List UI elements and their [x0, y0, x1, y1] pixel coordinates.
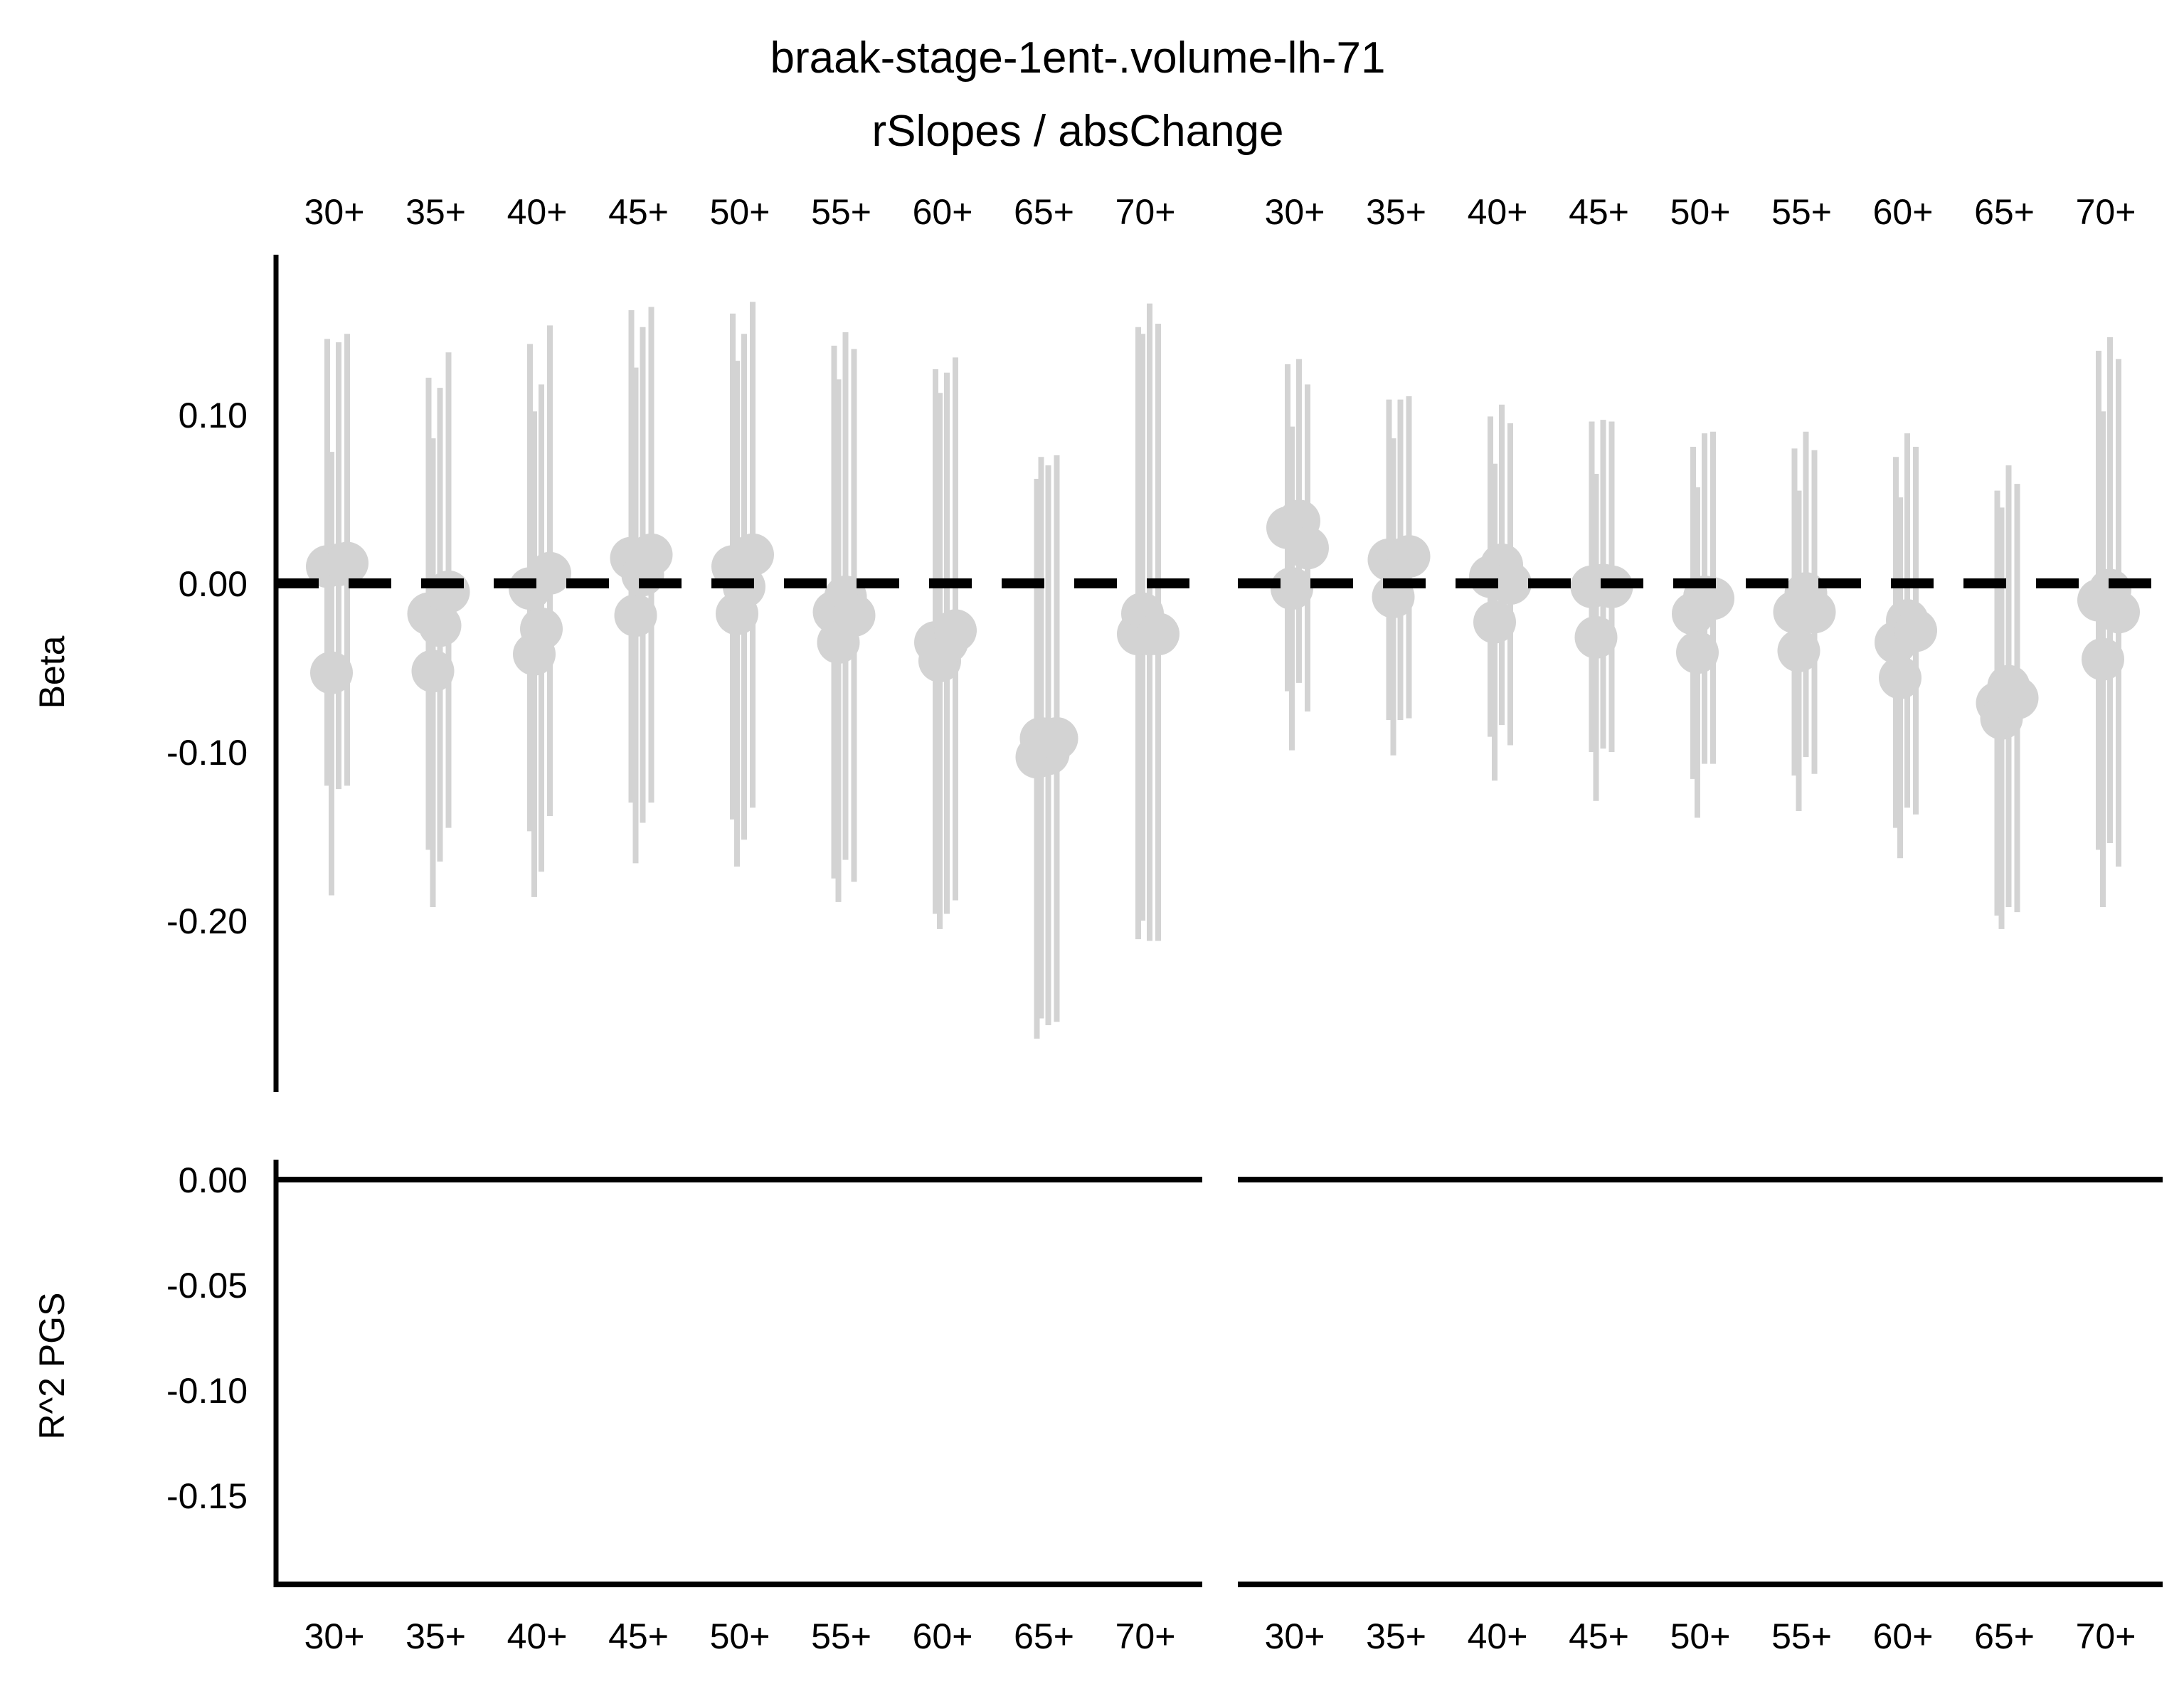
- data-point: [630, 533, 673, 576]
- axes-layer: [273, 255, 2163, 1587]
- bottom-y-tick-label: -0.10: [166, 1371, 248, 1411]
- data-point: [1489, 562, 1532, 605]
- reference-lines-layer: [276, 578, 2163, 1182]
- top-y-tick-label: -0.20: [166, 901, 248, 941]
- bottom-x-tick-label: 60+: [913, 1616, 973, 1656]
- data-point: [310, 651, 353, 694]
- top-facet-label: 50+: [710, 192, 770, 232]
- data-point: [1995, 677, 2039, 720]
- top-facet-label: 65+: [1974, 192, 2035, 232]
- top-facet-label: 70+: [2076, 192, 2136, 232]
- bottom-x-tick-label: 65+: [1014, 1616, 1074, 1656]
- top-y-tick-label: 0.10: [179, 396, 248, 435]
- data-point: [411, 650, 455, 693]
- data-point: [1473, 600, 1516, 644]
- bottom-x-tick-label: 55+: [811, 1616, 871, 1656]
- data-point: [1793, 591, 1836, 634]
- points-layer: [306, 499, 2140, 779]
- top-y-tick-label: -0.10: [166, 733, 248, 773]
- data-point: [1894, 609, 1937, 652]
- bottom-x-tick-label: 55+: [1771, 1616, 1832, 1656]
- top-facet-label: 35+: [405, 192, 466, 232]
- chart-title: braak-stage-1ent-.volume-lh-71: [770, 33, 1386, 83]
- top-facet-label: 40+: [1468, 192, 1528, 232]
- data-point: [614, 594, 657, 637]
- top-y-tick-label: 0.00: [179, 564, 248, 604]
- data-point: [1137, 613, 1180, 656]
- data-point: [731, 533, 774, 576]
- data-point: [2082, 637, 2124, 681]
- data-point: [418, 604, 462, 647]
- labels-layer: 0.10 0.00 -0.10 -0.20 0.00 -0.05 -0.10 -0.15 30+…: [166, 192, 2136, 1656]
- error-bars-layer: [324, 302, 2121, 1039]
- bottom-x-tick-label: 35+: [405, 1616, 466, 1656]
- top-facet-label: 55+: [1771, 192, 1832, 232]
- top-facet-label: 30+: [1265, 192, 1325, 232]
- bottom-x-tick-label: 60+: [1873, 1616, 1934, 1656]
- top-facet-label: 40+: [507, 192, 568, 232]
- data-point: [1676, 631, 1719, 674]
- bottom-y-tick-label: -0.15: [166, 1476, 248, 1516]
- data-point: [1286, 526, 1329, 570]
- bottom-x-tick-label: 50+: [1670, 1616, 1731, 1656]
- data-point: [934, 609, 977, 652]
- top-facet-label: 45+: [608, 192, 669, 232]
- data-point: [1035, 717, 1078, 761]
- top-facet-label: 60+: [913, 192, 973, 232]
- top-facet-label: 70+: [1115, 192, 1176, 232]
- chart-subtitle: rSlopes / absChange: [871, 107, 1283, 156]
- bottom-x-tick-label: 70+: [2076, 1616, 2136, 1656]
- bottom-x-tick-label: 35+: [1366, 1616, 1426, 1656]
- bottom-x-tick-label: 40+: [1468, 1616, 1528, 1656]
- top-facet-label: 35+: [1366, 192, 1426, 232]
- data-point: [1879, 656, 1921, 699]
- data-point: [832, 594, 876, 637]
- top-facet-label: 60+: [1873, 192, 1934, 232]
- bottom-x-tick-label: 30+: [1265, 1616, 1325, 1656]
- bottom-x-tick-label: 45+: [608, 1616, 669, 1656]
- data-point: [326, 541, 369, 585]
- bottom-x-tick-label: 65+: [1974, 1616, 2035, 1656]
- data-point: [1777, 629, 1820, 672]
- bottom-x-tick-label: 50+: [710, 1616, 770, 1656]
- top-facet-label: 50+: [1670, 192, 1731, 232]
- bottom-y-tick-label: -0.05: [166, 1266, 248, 1306]
- top-panel-ylabel: Beta: [32, 635, 72, 709]
- bottom-panel-ylabel: R^2 PGS: [32, 1293, 72, 1440]
- top-facet-label: 45+: [1569, 192, 1629, 232]
- bottom-x-tick-label: 30+: [304, 1616, 365, 1656]
- data-point: [1271, 567, 1313, 610]
- data-point: [529, 551, 571, 595]
- top-facet-label: 30+: [304, 192, 365, 232]
- data-point: [1574, 615, 1618, 659]
- data-point: [1387, 535, 1431, 578]
- data-point: [520, 607, 563, 650]
- top-facet-label: 55+: [811, 192, 871, 232]
- data-point: [427, 570, 470, 613]
- bottom-y-tick-label: 0.00: [179, 1160, 248, 1200]
- top-facet-label: 65+: [1014, 192, 1074, 232]
- bottom-x-tick-label: 40+: [507, 1616, 568, 1656]
- data-point: [2097, 591, 2140, 634]
- bottom-x-tick-label: 45+: [1569, 1616, 1629, 1656]
- bottom-x-tick-label: 70+: [1115, 1616, 1176, 1656]
